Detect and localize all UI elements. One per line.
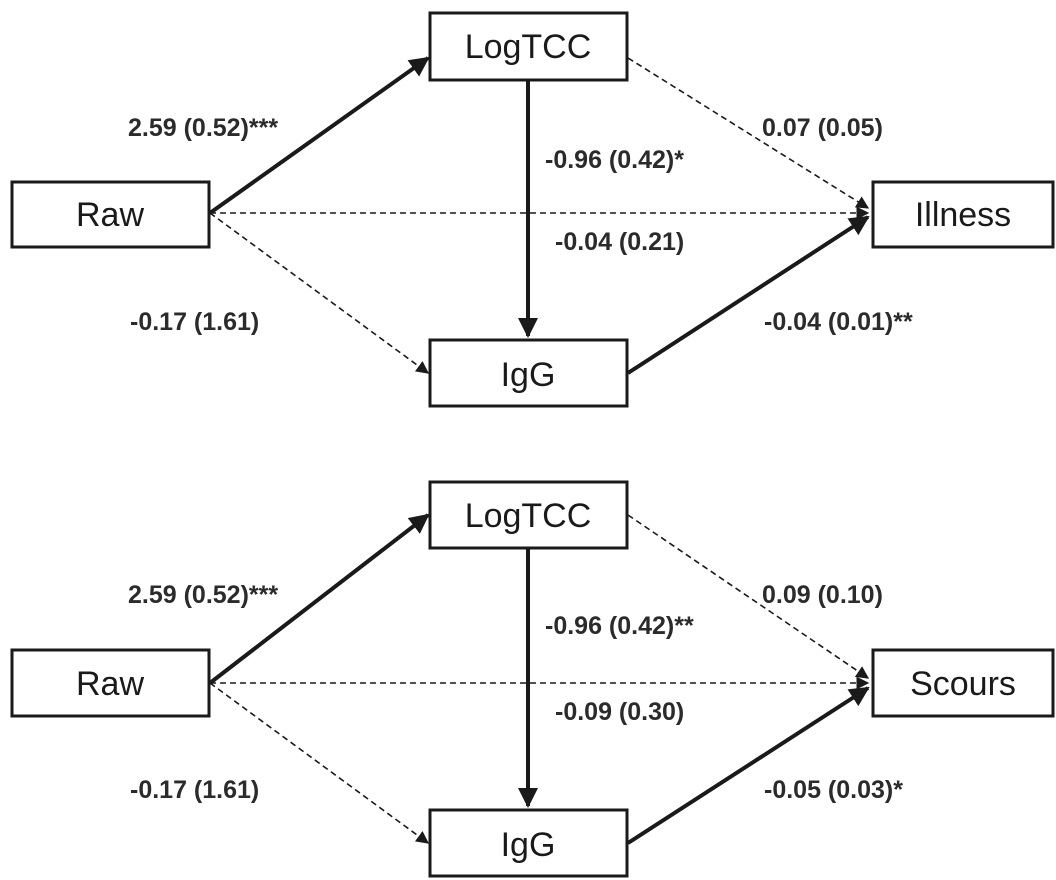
edge-logtcc-outcome — [627, 514, 870, 679]
edge-label-raw-logtcc: 2.59 (0.52)*** — [128, 581, 278, 609]
edge-label-logtcc-igg: -0.96 (0.42)* — [545, 146, 684, 174]
edge-label-logtcc-outcome: 0.07 (0.05) — [762, 114, 883, 142]
edge-raw-logtcc — [208, 513, 430, 685]
edge-label-logtcc-outcome: 0.09 (0.10) — [762, 581, 883, 609]
node-raw: Raw — [10, 180, 211, 249]
node-igg-label: IgG — [501, 356, 556, 394]
edge-label-raw-outcome: -0.04 (0.21) — [555, 228, 684, 256]
edge-logtcc-outcome — [627, 57, 870, 209]
edge-label-raw-igg: -0.17 (1.61) — [130, 308, 259, 336]
edge-label-raw-logtcc: 2.59 (0.52)*** — [128, 114, 278, 142]
node-logtcc: LogTCC — [428, 480, 629, 550]
edge-label-raw-outcome: -0.09 (0.30) — [555, 698, 684, 726]
edge-raw-logtcc — [208, 56, 430, 215]
node-igg: IgG — [428, 338, 629, 408]
edge-igg-outcome — [626, 686, 870, 845]
node-igg: IgG — [428, 808, 629, 878]
node-logtcc-label: LogTCC — [465, 497, 592, 535]
node-logtcc-label: LogTCC — [465, 28, 592, 66]
edge-label-igg-outcome: -0.05 (0.03)* — [764, 776, 903, 804]
node-illness: Illness — [871, 180, 1055, 249]
edge-label-raw-igg: -0.17 (1.61) — [130, 776, 259, 804]
node-scours: Scours — [871, 648, 1055, 718]
panel-scours: LogTCC Raw Scours IgG 2.59 (0.52)*** -0.… — [10, 480, 1055, 878]
node-scours-label: Scours — [910, 665, 1016, 703]
node-raw-label: Raw — [76, 665, 144, 703]
edge-raw-igg — [209, 682, 430, 844]
node-raw-label: Raw — [76, 196, 144, 234]
node-logtcc: LogTCC — [428, 11, 629, 82]
node-raw: Raw — [10, 648, 211, 718]
panel-illness: LogTCC Raw Illness IgG 2.59 (0.52)*** -0… — [10, 11, 1055, 408]
edge-label-igg-outcome: -0.04 (0.01)** — [764, 308, 913, 336]
edge-igg-outcome — [626, 215, 870, 375]
edge-label-logtcc-igg: -0.96 (0.42)** — [545, 612, 694, 640]
edge-raw-igg — [209, 212, 430, 374]
node-igg-label: IgG — [501, 826, 556, 864]
node-illness-label: Illness — [915, 196, 1011, 234]
